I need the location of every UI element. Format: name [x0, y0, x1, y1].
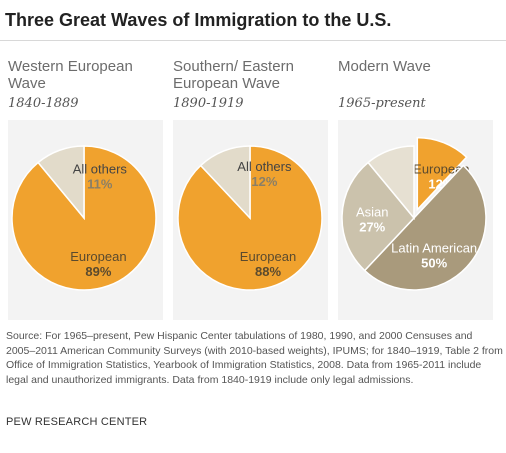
- slice-label-european: European: [240, 249, 296, 264]
- title-divider: [0, 40, 506, 41]
- slice-label-european: European: [413, 161, 469, 176]
- southern-eastern-european-wave-panel: Southern/ Eastern European Wave 1890-191…: [173, 58, 333, 320]
- panel-period: 1840-1889: [8, 96, 79, 111]
- source-note: Source: For 1965–present, Pew Hispanic C…: [6, 330, 503, 386]
- slice-value-asian: 27%: [359, 220, 385, 235]
- slice-label-asian: Asian: [356, 205, 389, 220]
- panel-title: Western European Wave: [8, 58, 133, 92]
- credit-line: PEW RESEARCH CENTER: [6, 416, 148, 428]
- panel-title: Modern Wave: [338, 58, 431, 75]
- pie-slice-latin-american: [363, 164, 487, 291]
- pie-slice-all-others: [37, 145, 85, 221]
- pie-slice-all-others: [199, 145, 251, 220]
- slice-label-latin-american: Latin American: [391, 241, 477, 256]
- pie-slice-asian: [341, 161, 415, 272]
- slice-value-latin-american: 50%: [421, 256, 447, 271]
- panel-title: Southern/ Eastern European Wave: [173, 58, 294, 92]
- panel-period: 1965-present: [338, 96, 426, 111]
- pie-slice-unlabeled: [367, 145, 415, 221]
- slice-label-all-others: All others: [237, 159, 292, 174]
- slice-value-european: 89%: [85, 264, 111, 279]
- slice-label-european: European: [70, 249, 126, 264]
- modern-wave-panel: Modern Wave 1965-present European 12% Lati…: [338, 58, 498, 320]
- slice-label-all-others: All others: [73, 161, 128, 176]
- slice-value-all-others: 12%: [251, 174, 277, 189]
- pie-slice-european: [416, 136, 468, 212]
- chart-title: Three Great Waves of Immigration to the …: [5, 10, 392, 30]
- slice-value-european: 88%: [255, 264, 281, 279]
- panel-period: 1890-1919: [173, 96, 244, 111]
- western-european-wave-panel: Western European Wave 1840-1889 European…: [8, 58, 168, 320]
- slice-value-all-others: 11%: [87, 176, 113, 191]
